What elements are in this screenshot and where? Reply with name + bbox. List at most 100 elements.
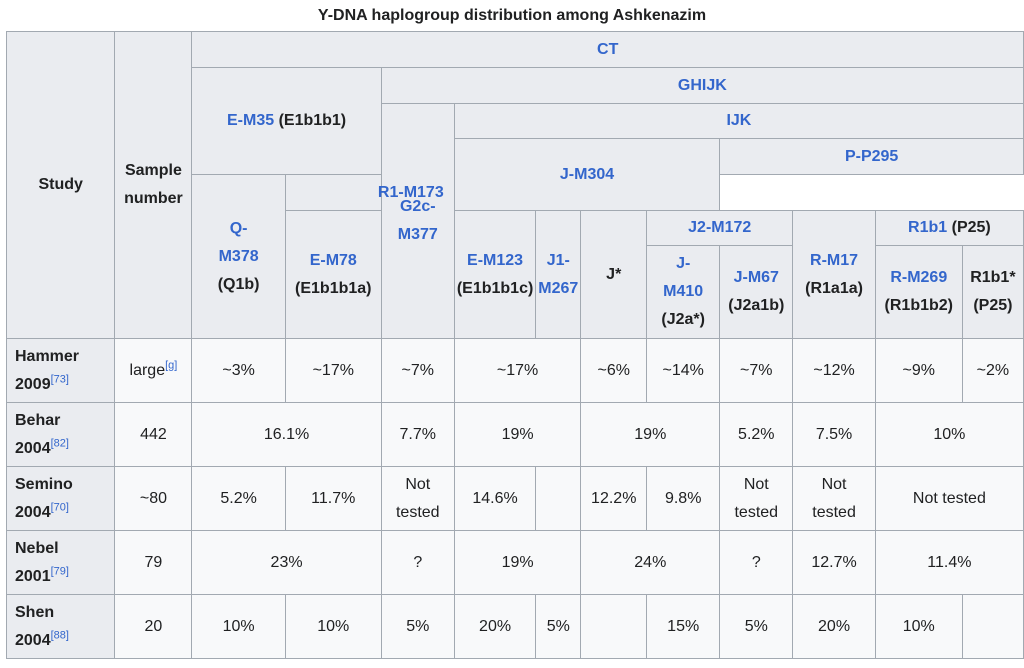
link-ct[interactable]: CT	[597, 40, 619, 58]
cell-r1b1: 10%	[874, 402, 1024, 467]
cell-e-m78: 10%	[191, 594, 286, 659]
note-link[interactable]: [g]	[165, 359, 178, 372]
header-e-m35: E-M35 (E1b1b1)	[191, 67, 382, 175]
header-sample-number-line1: Sample	[124, 162, 182, 179]
header-p-p295: P-P295	[719, 138, 1024, 175]
header-q-m378-note: (Q1b)	[217, 275, 260, 293]
cell-r1b1: 11.4%	[874, 530, 1024, 595]
cell-text-line1: Not	[821, 475, 847, 493]
cell-e-m35: 23%	[191, 530, 382, 595]
link-g2c-m377-line2[interactable]: M377	[397, 226, 438, 243]
ref-link[interactable]: [88]	[50, 629, 69, 642]
header-j2-m172: J2-M172	[646, 210, 794, 246]
link-p-p295[interactable]: P-P295	[844, 147, 899, 165]
header-j-m67: J-M67 (J2a1b)	[719, 245, 794, 339]
header-r-m269: R-M269 (R1b1b2)	[874, 245, 963, 339]
study-name: Semino	[15, 475, 73, 493]
cell-sample: ~80	[114, 466, 193, 531]
header-ijk: IJK	[453, 103, 1024, 139]
cell-r1b1: Not tested	[874, 466, 1024, 531]
cell-j-m67: ~14%	[646, 338, 721, 403]
cell-j1: 20%	[453, 594, 537, 659]
cell-sample: large[g]	[114, 338, 193, 403]
cell-r-m269: ~9%	[874, 338, 963, 403]
header-r1b1-star-note: (P25)	[973, 297, 1013, 314]
header-j-m410: J- M410 (J2a*)	[646, 245, 721, 339]
header-e-m78: E-M78 (E1b1b1a)	[284, 210, 382, 339]
cell-text-line1: Not	[743, 475, 769, 493]
ref-link[interactable]: [79]	[50, 565, 69, 578]
header-e-m123-note: (E1b1b1c)	[456, 279, 534, 297]
table-row: Behar 2004[82] 442 16.1% 7.7% 19% 19% 5.…	[5, 402, 1024, 467]
table-row: Shen 2004[88] 20 10% 10% 5% 20% 5% 15% 5…	[5, 594, 1024, 659]
link-ghijk[interactable]: GHIJK	[677, 76, 727, 94]
link-r-m269[interactable]: R-M269	[890, 269, 948, 286]
header-r1b1-star: R1b1* (P25)	[961, 245, 1024, 339]
link-q-m378-line1[interactable]: Q-	[229, 219, 248, 237]
cell-g2c: ~7%	[380, 338, 455, 403]
link-ijk[interactable]: IJK	[726, 112, 752, 129]
cell-j-star: 5%	[535, 594, 582, 659]
row-study-semino: Semino 2004[70]	[5, 466, 116, 531]
header-r1-m173: R1-M173	[284, 174, 537, 211]
row-study-behar: Behar 2004[82]	[5, 402, 116, 467]
cell-g2c: 7.7%	[380, 402, 455, 467]
header-j-m410-note: (J2a*)	[661, 311, 705, 328]
link-j-m67[interactable]: J-M67	[733, 269, 779, 286]
cell-q: ~7%	[719, 338, 794, 403]
link-e-m35[interactable]: E-M35	[226, 112, 275, 129]
cell-j1: 14.6%	[453, 466, 537, 531]
header-q-m378: Q- M378 (Q1b)	[191, 174, 286, 339]
row-study-shen: Shen 2004[88]	[5, 594, 116, 659]
cell-e-m78: 5.2%	[191, 466, 286, 531]
cell-r-m17: 20%	[792, 594, 876, 659]
header-r-m17: R-M17 (R1a1a)	[792, 210, 876, 339]
sample-value: large	[129, 361, 166, 379]
link-r1-m173[interactable]: R1-M173	[377, 183, 444, 201]
cell-q: Not tested	[719, 466, 794, 531]
cell-j2: 24%	[580, 530, 721, 595]
study-name: Behar	[15, 411, 61, 429]
row-study-nebel: Nebel 2001[79]	[5, 530, 116, 595]
link-j1-m267-line1[interactable]: J1-	[546, 251, 570, 269]
study-year: 2001	[15, 567, 51, 585]
table-caption: Y-DNA haplogroup distribution among Ashk…	[317, 7, 707, 24]
cell-j-star	[535, 466, 582, 531]
row-study-hammer: Hammer 2009[73]	[5, 338, 116, 403]
cell-r1b1-star: ~2%	[961, 338, 1024, 403]
header-ct: CT	[191, 31, 1024, 68]
cell-r-m269: 10%	[874, 594, 963, 659]
cell-e-m123: 10%	[284, 594, 382, 659]
cell-sample: 20	[114, 594, 193, 659]
cell-e-m35: 16.1%	[191, 402, 382, 467]
link-j1-m267-line2[interactable]: M267	[538, 279, 579, 297]
link-j-m410-line2[interactable]: M410	[663, 283, 704, 300]
link-r1b1[interactable]: R1b1	[908, 219, 948, 236]
header-e-m123: E-M123 (E1b1b1c)	[453, 210, 537, 339]
link-q-m378-line2[interactable]: M378	[218, 247, 259, 265]
cell-j1-jstar: ~17%	[453, 338, 582, 403]
header-sample-number: Sample number	[114, 31, 193, 339]
table-row: Hammer 2009[73] large[g] ~3% ~17% ~7% ~1…	[5, 338, 1024, 403]
link-r-m17[interactable]: R-M17	[810, 251, 859, 269]
link-e-m123[interactable]: E-M123	[467, 251, 524, 269]
header-e-m78-note: (E1b1b1a)	[295, 279, 372, 297]
link-j-m410-line1[interactable]: J-	[676, 255, 691, 272]
ref-link[interactable]: [82]	[50, 437, 69, 450]
ref-link[interactable]: [70]	[50, 501, 69, 514]
link-e-m78[interactable]: E-M78	[309, 251, 357, 269]
cell-j-m410	[580, 594, 648, 659]
cell-text-line2: tested	[734, 503, 779, 521]
cell-r-m17: Not tested	[792, 466, 876, 531]
cell-j-m410: ~6%	[580, 338, 648, 403]
header-r1b1-note: (P25)	[951, 219, 991, 236]
cell-r-m17: 12.7%	[792, 530, 876, 595]
header-sample-number-line2: number	[124, 190, 183, 207]
cell-text-line1: Not	[405, 475, 431, 493]
cell-r1b1-star	[961, 594, 1024, 659]
cell-q: 5.2%	[719, 402, 794, 467]
link-j2-m172[interactable]: J2-M172	[688, 219, 752, 236]
link-j-m304[interactable]: J-M304	[559, 165, 615, 183]
ref-link[interactable]: [73]	[50, 373, 69, 386]
